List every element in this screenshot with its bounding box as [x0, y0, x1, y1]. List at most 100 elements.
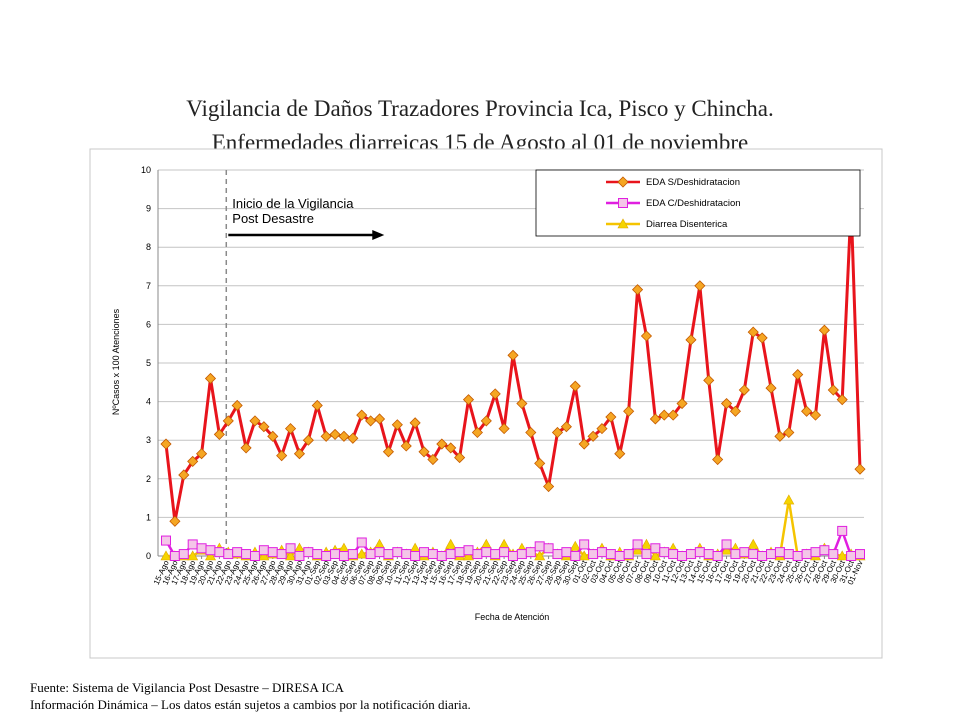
data-point [694, 280, 706, 292]
y-tick-label: 0 [146, 551, 151, 561]
data-point [525, 426, 537, 439]
data-point [747, 326, 759, 338]
data-point [534, 550, 546, 561]
data-point [596, 547, 607, 558]
data-point [365, 415, 377, 427]
data-point [187, 539, 198, 550]
data-point [240, 442, 252, 454]
data-point [551, 426, 564, 439]
data-point [160, 438, 172, 450]
data-point [356, 537, 367, 548]
data-point [516, 549, 527, 560]
annotation-arrow-head [372, 230, 385, 240]
footer-note: Información Dinámica – Los datos están s… [30, 697, 471, 712]
data-point [748, 549, 759, 560]
data-point [320, 430, 332, 442]
data-point [560, 421, 572, 433]
data-point [276, 549, 287, 560]
data-point [721, 539, 732, 550]
data-point [231, 399, 243, 412]
data-point [392, 547, 403, 558]
data-point [463, 550, 475, 561]
data-point [427, 453, 439, 466]
data-point [667, 409, 679, 421]
data-point [596, 423, 608, 435]
legend-swatch-marker [618, 198, 628, 208]
data-point [418, 446, 430, 458]
data-point [329, 428, 341, 440]
data-point [187, 550, 199, 561]
data-point [819, 545, 830, 556]
legend-box [535, 169, 861, 237]
data-point [436, 551, 447, 561]
data-point [783, 549, 794, 560]
data-point [623, 549, 634, 560]
y-axis-label: NºCasos x 100 Atenciones [111, 308, 121, 415]
axes: 01234567891015-Ago16-Ago17-Ago18-Ago19-A… [141, 165, 865, 586]
data-point [178, 469, 190, 481]
data-point [507, 349, 519, 361]
data-point [578, 550, 590, 561]
series-diamond [160, 199, 866, 527]
data-point [454, 547, 465, 558]
data-point [303, 547, 314, 558]
data-point [214, 547, 225, 558]
data-point [569, 540, 581, 551]
data-point [445, 549, 456, 560]
data-point [561, 547, 572, 558]
data-point [783, 494, 795, 505]
legend-entry-label: EDA S/Deshidratacion [646, 177, 740, 188]
footer: Fuente: Sistema de Vigilancia Post Desas… [30, 679, 471, 713]
data-point [489, 388, 501, 400]
data-point [818, 324, 830, 336]
data-point [338, 430, 350, 442]
data-point [169, 551, 180, 561]
data-point [499, 547, 510, 558]
data-point [267, 547, 278, 558]
legend: EDA S/Deshidratacion EDA C/Deshidratacion… [535, 169, 861, 237]
data-point [792, 551, 803, 561]
data-point [160, 550, 172, 561]
data-point [810, 547, 821, 558]
data-point [641, 549, 652, 560]
data-point [498, 423, 510, 435]
data-point [640, 538, 652, 549]
data-point [294, 551, 305, 561]
data-point [658, 409, 670, 421]
data-point [311, 399, 323, 412]
y-tick-label: 9 [146, 204, 151, 214]
data-point [223, 549, 234, 560]
data-point [249, 415, 261, 427]
data-point [204, 550, 216, 561]
data-point [472, 549, 483, 560]
data-point [410, 551, 421, 561]
data-point [213, 428, 225, 440]
data-point [508, 551, 518, 561]
data-point [258, 421, 270, 433]
slide-title: Vigilancia de Daños Trazadores Provincia… [0, 92, 960, 160]
data-point [774, 430, 786, 442]
data-point [828, 549, 839, 560]
data-point [605, 549, 616, 560]
data-point [347, 432, 359, 444]
data-point [570, 551, 581, 561]
y-tick-label: 8 [146, 242, 151, 252]
y-tick-label: 2 [146, 474, 151, 484]
data-point [569, 380, 581, 392]
data-point [614, 448, 626, 460]
data-point [312, 549, 323, 560]
data-point [285, 543, 296, 554]
data-point [649, 413, 661, 425]
data-point [534, 457, 546, 469]
data-point [836, 394, 848, 406]
data-point [196, 448, 208, 460]
data-point [712, 453, 724, 466]
data-point [837, 525, 848, 536]
data-point [846, 551, 857, 561]
data-point [801, 405, 813, 417]
data-point [409, 417, 421, 429]
y-tick-label: 7 [146, 281, 151, 291]
data-point [347, 549, 358, 560]
data-point [765, 382, 777, 394]
y-tick-label: 6 [146, 319, 151, 329]
